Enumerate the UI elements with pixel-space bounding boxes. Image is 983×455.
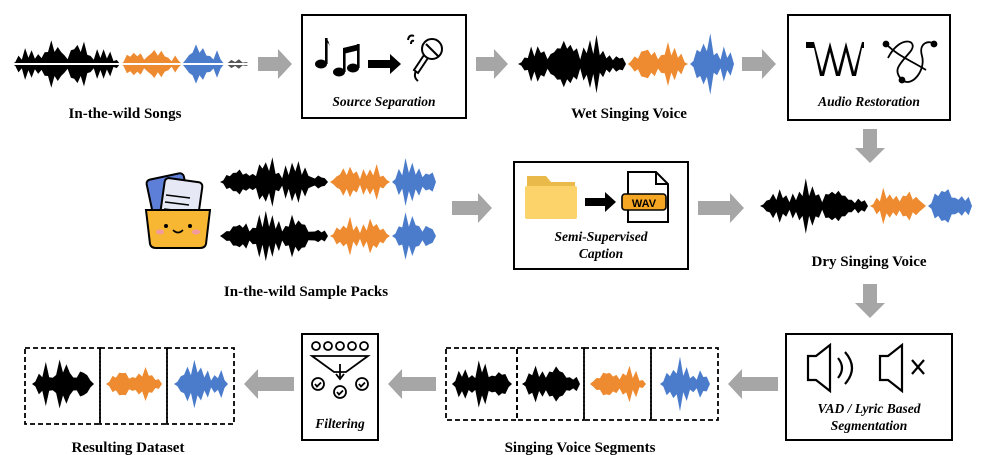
waveform-peaks-icon (806, 42, 864, 76)
singing-voice-segments-label: Singing Voice Segments (505, 440, 656, 455)
black-waveform (32, 359, 94, 409)
in-the-wild-songs-waveform (12, 40, 252, 88)
sample-pack-icon (144, 172, 212, 249)
dry-singing-voice-label: Dry Singing Voice (811, 254, 926, 270)
orange-waveform (330, 216, 390, 256)
audio-restoration-box: Audio Restoration (787, 14, 951, 121)
filtering-label: Filtering (314, 416, 365, 431)
wet-singing-voice-label: Wet Singing Voice (571, 106, 687, 122)
resulting-dataset-label: Resulting Dataset (72, 440, 185, 455)
speaker-muted-icon (878, 342, 925, 394)
sample-pack-waveform-1 (220, 157, 436, 207)
segment-box-2 (516, 347, 585, 421)
segment-box-4 (650, 347, 719, 421)
orange-waveform (590, 365, 646, 403)
orange-waveform (330, 164, 390, 200)
audio-restoration-label: Audio Restoration (817, 94, 920, 109)
wav-file-icon: WAV (621, 171, 669, 223)
orange-waveform (628, 42, 688, 86)
arrow-filtering-to-result (244, 369, 294, 399)
microphone-icon (407, 34, 443, 82)
result-box-3 (166, 347, 235, 425)
filter-funnel-icon (309, 341, 371, 399)
blue-waveform (392, 158, 436, 206)
arrow-segments-to-filtering (388, 369, 436, 399)
in-the-wild-sample-packs-label: In-the-wild Sample Packs (224, 284, 388, 300)
arrow-dry-to-vad (855, 284, 885, 318)
blue-waveform (928, 189, 972, 223)
folder-icon (525, 176, 577, 219)
arrow-songs-to-separation (258, 49, 292, 79)
sample-pack-waveform-2 (220, 210, 436, 262)
speaker-on-icon (806, 342, 854, 394)
black-waveform (452, 360, 512, 408)
arrow-restoration-to-dry (855, 129, 885, 163)
blue-waveform (690, 33, 734, 95)
blue-waveform (174, 359, 228, 409)
arrow-right-icon (368, 54, 401, 74)
in-the-wild-songs-label: In-the-wild Songs (69, 106, 182, 122)
source-separation-label: Source Separation (332, 94, 435, 109)
arrow-caption-to-dry (698, 193, 744, 223)
dry-singing-voice-waveform (760, 178, 972, 234)
orange-waveform (870, 187, 926, 225)
arrow-packs-to-caption (452, 193, 492, 223)
caption-label-line2: Caption (579, 246, 623, 261)
arrow-right-icon (585, 192, 616, 212)
filtering-box: Filtering (301, 333, 379, 441)
arrow-vad-to-segments (728, 369, 778, 399)
arrow-separation-to-wet (476, 49, 508, 79)
blue-waveform (660, 356, 710, 412)
black-waveform (220, 157, 328, 207)
vad-segmentation-box: VAD / Lyric Based Segmentation (785, 333, 953, 441)
black-waveform (518, 34, 626, 94)
orange-waveform (106, 367, 162, 401)
vad-label-line1: VAD / Lyric Based (817, 401, 920, 416)
source-separation-box: Source Separation (301, 14, 467, 119)
caption-label-line1: Semi-Supervised (555, 229, 648, 244)
resulting-dataset (24, 347, 235, 425)
vad-label-line2: Segmentation (831, 418, 908, 433)
arrow-wet-to-restoration (742, 49, 776, 79)
segment-box-3 (583, 347, 652, 421)
singing-voice-segments (445, 347, 719, 421)
black-waveform (220, 210, 328, 262)
restoration-curve-icon (882, 40, 938, 84)
semi-supervised-caption-box: WAV Semi-Supervised Caption (513, 161, 689, 270)
music-notes-icon (315, 38, 360, 77)
blue-waveform (392, 212, 436, 260)
wet-singing-voice-waveform (518, 33, 734, 95)
black-waveform (760, 178, 868, 234)
black-waveform (522, 365, 580, 403)
wav-badge-text: WAV (632, 198, 657, 210)
